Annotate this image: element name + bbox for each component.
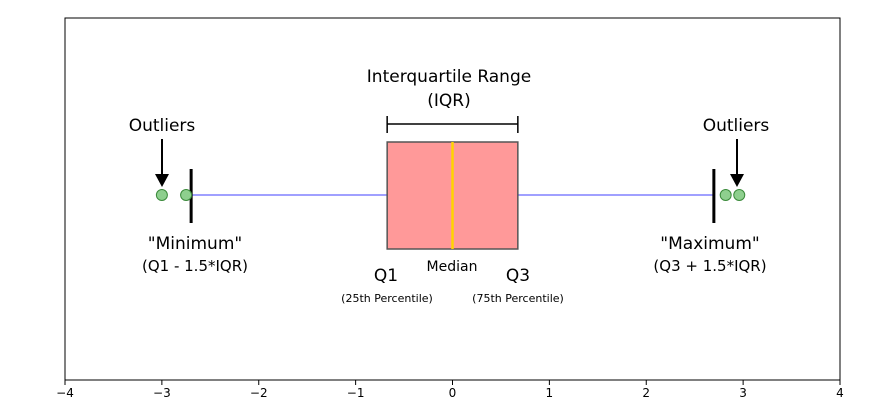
maximum-label: "Maximum" <box>660 234 759 254</box>
x-tick-label: −2 <box>250 386 268 400</box>
outlier-point <box>719 189 732 201</box>
x-tick-label: −4 <box>56 386 74 400</box>
x-tick-label: −3 <box>153 386 171 400</box>
x-tick-label: 1 <box>546 386 554 400</box>
x-tick-label: 0 <box>449 386 457 400</box>
outlier-point <box>155 189 168 201</box>
q1-label: Q1 <box>374 266 398 286</box>
x-tick-label: 2 <box>642 386 650 400</box>
median-label: Median <box>427 259 478 275</box>
x-tick-label: −1 <box>347 386 365 400</box>
q3-sublabel: (75th Percentile) <box>472 292 564 305</box>
iqr-subtitle: (IQR) <box>427 91 470 111</box>
iqr-bracket <box>386 116 519 133</box>
minimum-formula: (Q1 - 1.5*IQR) <box>142 257 248 275</box>
outlier-arrow-right <box>730 139 744 187</box>
minimum-label: "Minimum" <box>148 234 242 254</box>
outlier-arrow-left <box>155 139 169 187</box>
x-axis: −4 −3 −2 −1 0 1 2 3 4 <box>56 380 844 400</box>
plot-marks <box>155 141 746 250</box>
x-tick-label: 3 <box>739 386 747 400</box>
outliers-label-left: Outliers <box>129 116 196 136</box>
q1-sublabel: (25th Percentile) <box>341 292 433 305</box>
x-tick-label: 4 <box>836 386 844 400</box>
outlier-point <box>180 189 193 201</box>
outlier-point <box>733 189 746 201</box>
maximum-formula: (Q3 + 1.5*IQR) <box>653 257 766 275</box>
iqr-title: Interquartile Range <box>367 67 531 87</box>
q3-label: Q3 <box>506 266 530 286</box>
outliers-label-right: Outliers <box>703 116 770 136</box>
